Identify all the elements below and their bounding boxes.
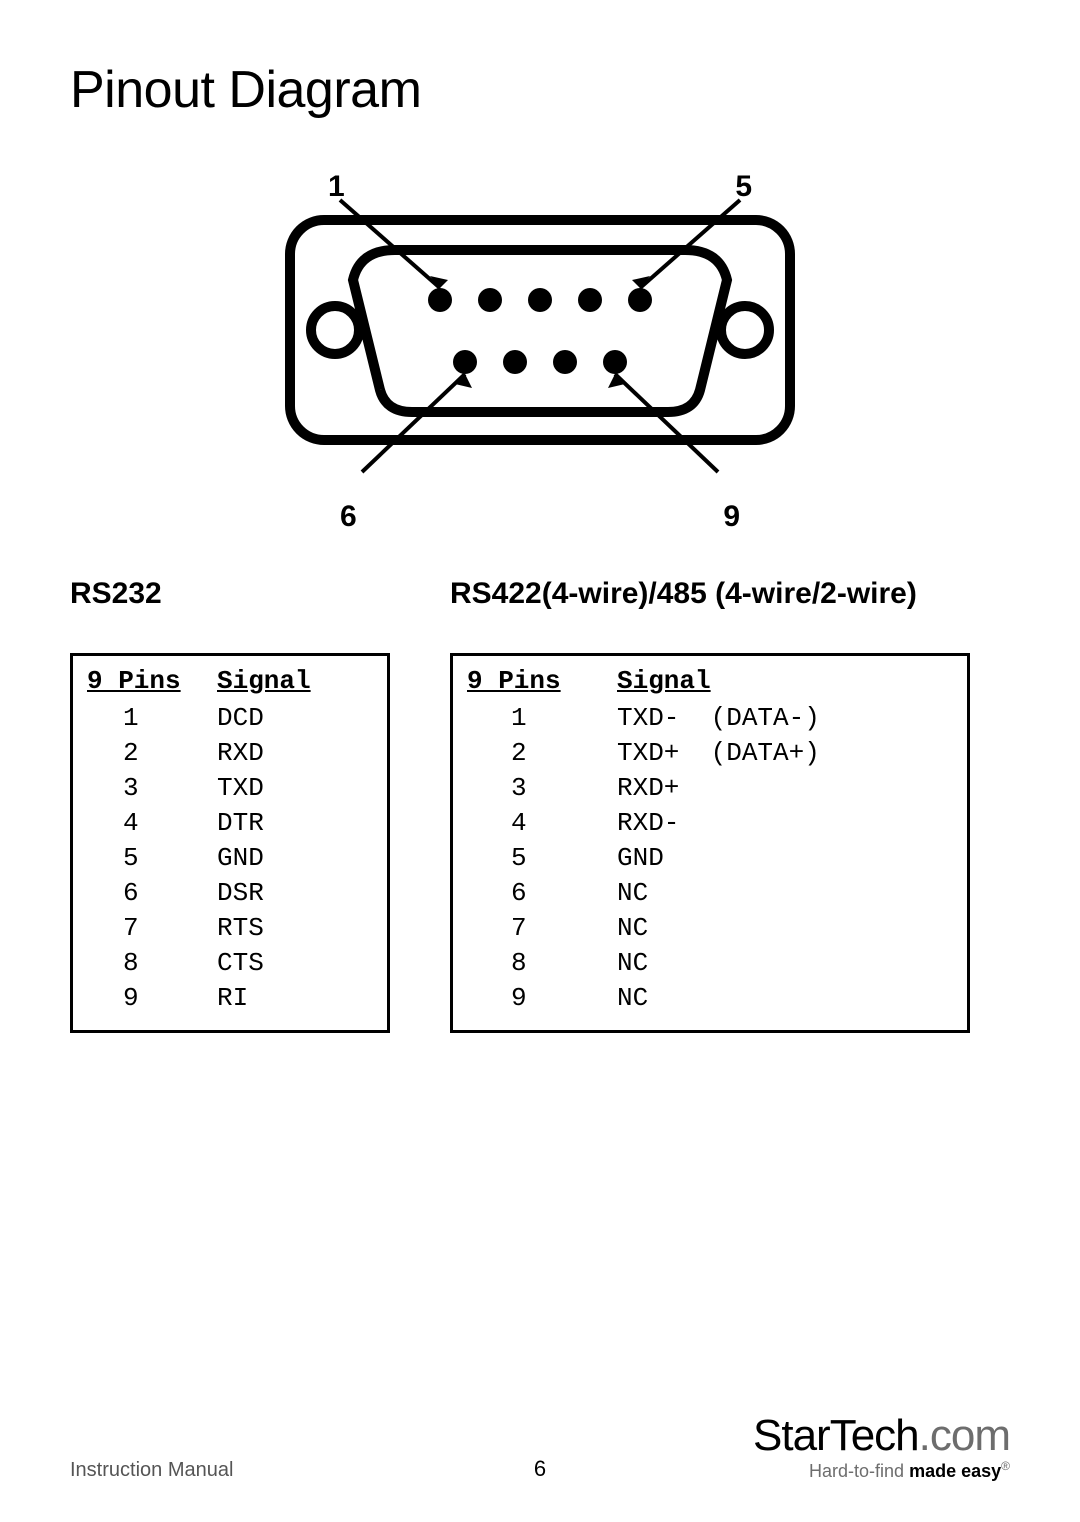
rs422-header-signal: Signal [617, 664, 953, 699]
pin-label-6: 6 [340, 500, 357, 534]
pin-cell: 7 [87, 911, 217, 946]
signal-cell: TXD- (DATA-) [617, 701, 953, 736]
pin-label-1: 1 [328, 170, 345, 204]
pin-cell: 1 [467, 701, 617, 736]
rs422-header-pins: 9 Pins [467, 664, 617, 699]
pin-cell: 5 [467, 841, 617, 876]
table-row: 9NC [467, 981, 953, 1016]
db9-svg [280, 180, 800, 480]
pin-cell: 6 [467, 876, 617, 911]
rs232-table: 9 Pins Signal 1DCD2RXD3TXD4DTR5GND6DSR7R… [70, 653, 390, 1034]
signal-cell: TXD [217, 771, 373, 806]
page-title: Pinout Diagram [70, 60, 1010, 120]
signal-cell: RXD [217, 736, 373, 771]
signal-cell: DCD [217, 701, 373, 736]
db9-connector-diagram: 1 5 [280, 180, 800, 485]
pin-cell: 2 [467, 736, 617, 771]
table-row: 4DTR [87, 806, 373, 841]
signal-cell: RTS [217, 911, 373, 946]
table-row: 3TXD [87, 771, 373, 806]
brand-name-1: StarTech [753, 1411, 919, 1460]
signal-cell: RXD- [617, 806, 953, 841]
signal-cell: DSR [217, 876, 373, 911]
pin-cell: 4 [87, 806, 217, 841]
rs422-table: 9 Pins Signal 1TXD- (DATA-)2TXD+ (DATA+)… [450, 653, 970, 1034]
pin-cell: 8 [87, 946, 217, 981]
pin-label-5: 5 [735, 170, 752, 204]
table-row: 5GND [87, 841, 373, 876]
signal-cell: DTR [217, 806, 373, 841]
signal-cell: RXD+ [617, 771, 953, 806]
signal-cell: TXD+ (DATA+) [617, 736, 953, 771]
signal-cell: GND [617, 841, 953, 876]
pin-label-9: 9 [723, 500, 740, 534]
table-row: 1DCD [87, 701, 373, 736]
brand-name-2: .com [919, 1411, 1010, 1460]
pin-cell: 8 [467, 946, 617, 981]
signal-cell: NC [617, 911, 953, 946]
table-row: 1TXD- (DATA-) [467, 701, 953, 736]
table-row: 4RXD- [467, 806, 953, 841]
page-number: 6 [70, 1456, 1010, 1482]
table-row: 6NC [467, 876, 953, 911]
signal-cell: CTS [217, 946, 373, 981]
table-row: 8CTS [87, 946, 373, 981]
pin-cell: 2 [87, 736, 217, 771]
pin-cell: 9 [467, 981, 617, 1016]
pin-cell: 3 [467, 771, 617, 806]
pin-cell: 6 [87, 876, 217, 911]
table-row: 8NC [467, 946, 953, 981]
pin-cell: 1 [87, 701, 217, 736]
table-row: 5GND [467, 841, 953, 876]
signal-cell: RI [217, 981, 373, 1016]
pin-cell: 7 [467, 911, 617, 946]
table-row: 2RXD [87, 736, 373, 771]
pin-cell: 5 [87, 841, 217, 876]
pin-cell: 9 [87, 981, 217, 1016]
table-row: 3RXD+ [467, 771, 953, 806]
table-row: 2TXD+ (DATA+) [467, 736, 953, 771]
rs232-header-signal: Signal [217, 664, 373, 699]
signal-cell: NC [617, 981, 953, 1016]
table-row: 6DSR [87, 876, 373, 911]
pin-cell: 3 [87, 771, 217, 806]
signal-cell: NC [617, 876, 953, 911]
rs232-header-pins: 9 Pins [87, 664, 217, 699]
signal-cell: GND [217, 841, 373, 876]
pin-cell: 4 [467, 806, 617, 841]
table-row: 9RI [87, 981, 373, 1016]
signal-cell: NC [617, 946, 953, 981]
rs422-heading: RS422(4-wire)/485 (4-wire/2-wire) [450, 575, 970, 613]
rs232-heading: RS232 [70, 575, 390, 613]
table-row: 7NC [467, 911, 953, 946]
table-row: 7RTS [87, 911, 373, 946]
